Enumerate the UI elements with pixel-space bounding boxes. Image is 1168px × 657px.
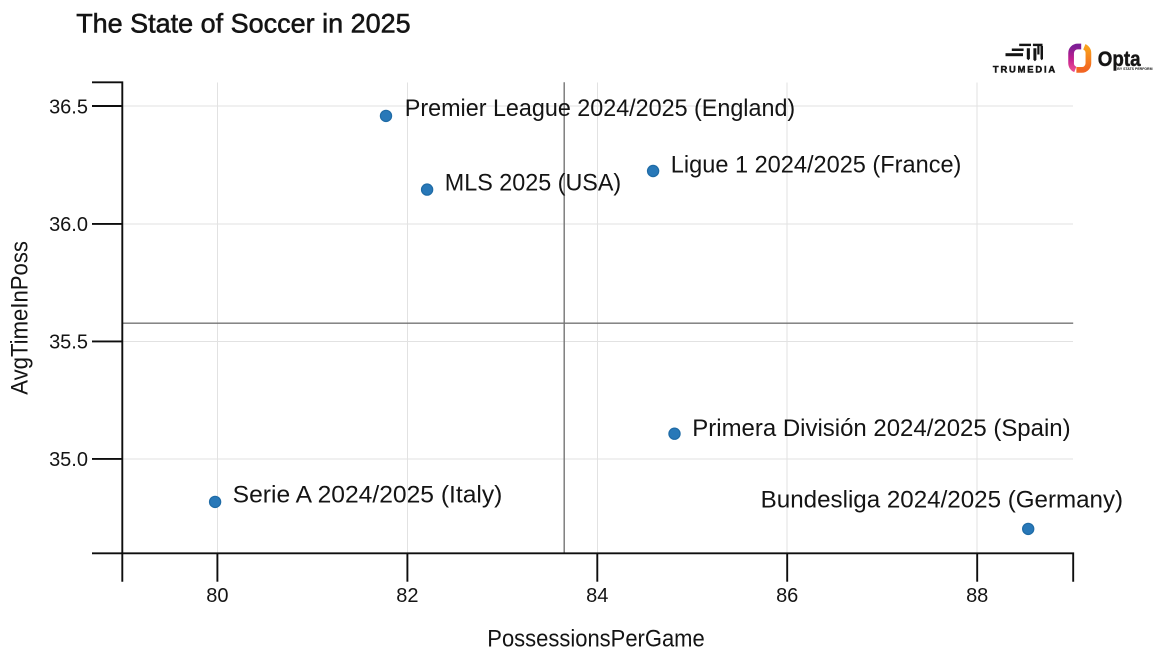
svg-text:36.5: 36.5 <box>49 96 88 118</box>
svg-text:MLS 2025 (USA): MLS 2025 (USA) <box>445 169 621 196</box>
svg-text:BY STATS PERFORM: BY STATS PERFORM <box>1117 67 1152 71</box>
svg-text:80: 80 <box>206 585 228 607</box>
svg-text:The State of Soccer in 2025: The State of Soccer in 2025 <box>76 8 410 38</box>
svg-text:35.0: 35.0 <box>49 449 88 471</box>
svg-text:Serie A 2024/2025 (Italy): Serie A 2024/2025 (Italy) <box>233 482 503 509</box>
svg-text:Ligue 1 2024/2025 (France): Ligue 1 2024/2025 (France) <box>671 152 962 179</box>
svg-text:82: 82 <box>396 585 418 607</box>
svg-text:AvgTimeInPoss: AvgTimeInPoss <box>6 241 33 395</box>
svg-text:36.0: 36.0 <box>49 214 88 236</box>
svg-text:TRUMEDIA: TRUMEDIA <box>993 64 1056 75</box>
svg-text:84: 84 <box>586 585 608 607</box>
svg-text:Opta: Opta <box>1098 47 1142 71</box>
svg-text:86: 86 <box>776 585 798 607</box>
svg-text:88: 88 <box>966 585 988 607</box>
svg-text:Primera División 2024/2025 (Sp: Primera División 2024/2025 (Spain) <box>692 415 1070 442</box>
svg-text:Premier League 2024/2025 (Engl: Premier League 2024/2025 (England) <box>405 95 795 122</box>
svg-text:PossessionsPerGame: PossessionsPerGame <box>487 626 704 653</box>
svg-text:35.5: 35.5 <box>49 332 88 354</box>
svg-text:Bundesliga 2024/2025 (Germany): Bundesliga 2024/2025 (Germany) <box>761 487 1123 514</box>
